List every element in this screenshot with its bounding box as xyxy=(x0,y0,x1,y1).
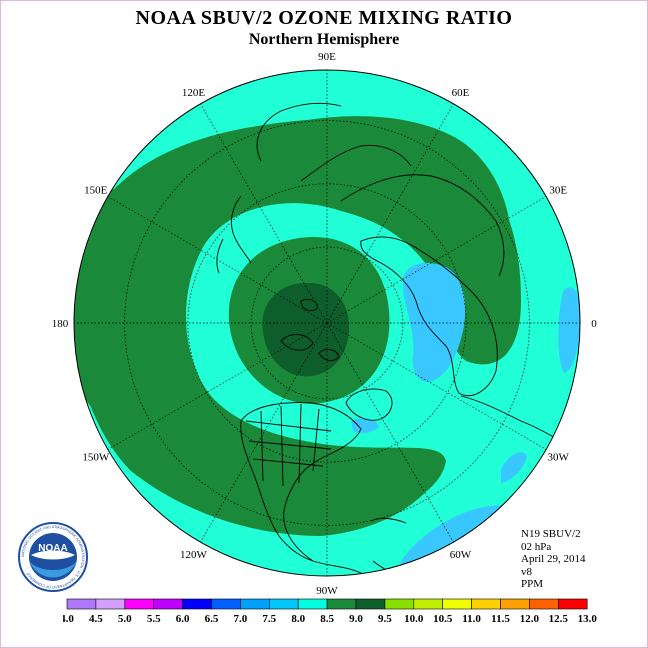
longitude-label: 90W xyxy=(316,585,338,597)
color-scale-label: 6.0 xyxy=(176,613,190,625)
color-scale-label: 9.5 xyxy=(378,613,392,625)
color-scale-label: 5.5 xyxy=(147,613,161,625)
color-scale-label: 12.0 xyxy=(520,613,540,625)
color-scale-label: 4.5 xyxy=(89,613,103,625)
color-scale-label: 6.5 xyxy=(205,613,219,625)
meridian-line xyxy=(107,322,328,450)
color-scale-label: 8.0 xyxy=(291,613,305,625)
color-scale-label: 11.5 xyxy=(491,613,510,625)
color-scale-swatch xyxy=(240,598,270,610)
pressure-level: 02 hPa xyxy=(521,540,552,553)
longitude-label: 60E xyxy=(452,87,470,99)
longitude-label: 180 xyxy=(52,318,69,330)
longitude-label: 0 xyxy=(591,318,597,330)
color-scale-swatch xyxy=(182,598,212,610)
longitude-label: 30E xyxy=(549,185,567,197)
longitude-label: 150E xyxy=(84,185,108,197)
color-scale-label: 10.0 xyxy=(404,613,424,625)
longitude-label: 150W xyxy=(82,452,110,464)
ozone-minimum-atlantic xyxy=(501,452,527,483)
color-scale-swatch xyxy=(297,598,328,610)
color-scale-swatch xyxy=(500,598,530,610)
color-scale-swatch xyxy=(153,598,183,610)
meridian-line xyxy=(107,196,328,324)
color-scale-swatch xyxy=(326,598,357,610)
ozone-band-arm xyxy=(121,116,511,241)
color-scale-swatch xyxy=(529,598,559,610)
metadata-block: N19 SBUV/2 02 hPa April 29, 2014 v8 PPM xyxy=(521,528,585,591)
color-scale-swatch xyxy=(557,598,588,610)
version-label: v8 xyxy=(521,565,532,578)
meridian-line xyxy=(326,103,454,324)
date-label: April 29, 2014 xyxy=(521,553,586,565)
ozone-minimum-pacific xyxy=(351,418,379,434)
longitude-label: 90E xyxy=(318,51,336,63)
color-scale-swatch xyxy=(413,598,443,610)
color-scale-bar: 4.0 4.5 5.0 5.5 6.0 6.5 7.0 7.5 8.0 8.5 9.0 9.5 10.0… xyxy=(63,598,598,625)
meridian-line xyxy=(200,103,328,324)
longitude-label: 120E xyxy=(182,87,206,99)
latitude-circle xyxy=(187,183,467,463)
color-scale-swatch xyxy=(211,598,241,610)
latitude-circle xyxy=(124,120,530,526)
ozone-minimum-europe xyxy=(403,263,466,382)
color-scale-label: 8.5 xyxy=(320,613,334,625)
color-scale-label: 9.0 xyxy=(349,613,363,625)
map-subtitle: Northern Hemisphere xyxy=(248,31,400,48)
color-scale-label: 11.0 xyxy=(462,613,481,625)
color-scale-swatch xyxy=(355,598,386,610)
color-scale-swatch xyxy=(95,598,126,610)
color-scale-label: 10.5 xyxy=(433,613,453,625)
meridian-line xyxy=(326,322,547,450)
color-scale-swatch xyxy=(471,598,501,610)
color-scale-label: 12.5 xyxy=(549,613,569,625)
color-scale-swatch xyxy=(384,598,415,610)
ozone-band-outer-green xyxy=(74,119,521,528)
color-scale-swatch xyxy=(124,598,154,610)
color-scale-label: 7.0 xyxy=(234,613,248,625)
latitude-circle xyxy=(250,246,404,400)
color-scale-swatch xyxy=(66,598,97,610)
color-scale-swatch xyxy=(442,598,472,610)
color-scale-label: 5.0 xyxy=(118,613,132,625)
ozone-band-west xyxy=(74,188,446,536)
longitude-label: 60W xyxy=(450,549,472,561)
color-scale-label: 7.5 xyxy=(262,613,276,625)
longitude-labels: 120E 90E 60E 30E 0 30W 60W 90W 120W 150W 180 150E xyxy=(52,51,598,597)
longitude-label: 30W xyxy=(548,452,570,464)
meridian-line xyxy=(326,322,454,543)
ozone-field xyxy=(74,70,580,576)
meridian-line xyxy=(326,196,547,324)
ozone-minimum-east xyxy=(558,287,580,373)
longitude-label: 120W xyxy=(180,549,208,561)
units-label: PPM xyxy=(521,578,544,590)
color-scale-label: 13.0 xyxy=(578,613,598,625)
noaa-logo: NOAA NATIONAL OCEANIC AND ATMOSPHERIC AD… xyxy=(18,522,88,592)
map-title: NOAA SBUV/2 OZONE MIXING RATIO xyxy=(135,7,513,29)
ozone-polar-core xyxy=(262,282,350,377)
ozone-small-patch xyxy=(177,201,189,215)
logo-text: NOAA xyxy=(38,543,67,554)
satellite-label: N19 SBUV/2 xyxy=(521,528,581,540)
color-scale-swatch xyxy=(269,598,299,610)
meridian-line xyxy=(200,322,328,543)
color-scale-label: 4.0 xyxy=(63,613,74,625)
graticule xyxy=(74,70,580,576)
map-border xyxy=(73,69,581,577)
